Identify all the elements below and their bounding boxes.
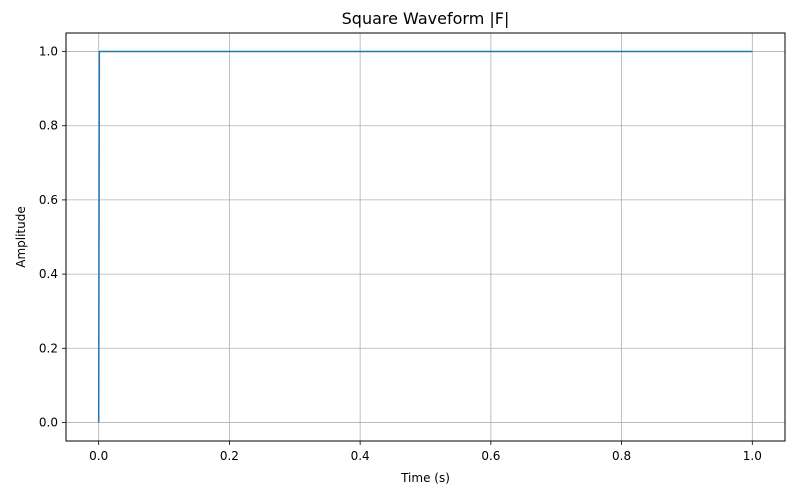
y-tick-label: 0.6 bbox=[39, 193, 58, 207]
axes-frame bbox=[65, 32, 786, 442]
y-tick-label: 0.8 bbox=[39, 119, 58, 133]
y-tick-label: 1.0 bbox=[39, 45, 58, 59]
x-tick-label: 0.0 bbox=[89, 449, 108, 463]
y-axis-label: Amplitude bbox=[14, 206, 28, 268]
y-axis: 0.0 0.2 0.4 0.6 0.8 1.0 bbox=[39, 45, 66, 429]
y-tick-label: 0.2 bbox=[39, 341, 58, 355]
x-axis: 0.0 0.2 0.4 0.6 0.8 1.0 bbox=[89, 441, 762, 463]
y-tick-label: 0.4 bbox=[39, 267, 58, 281]
x-tick-label: 0.6 bbox=[481, 449, 500, 463]
x-tick-label: 0.2 bbox=[220, 449, 239, 463]
x-tick-label: 0.4 bbox=[351, 449, 370, 463]
x-tick-label: 1.0 bbox=[743, 449, 762, 463]
waveform-line bbox=[97, 50, 753, 423]
x-axis-label: Time (s) bbox=[400, 471, 450, 485]
plot-area bbox=[97, 50, 753, 423]
chart-title: Square Waveform |F| bbox=[342, 9, 510, 28]
y-tick-label: 0.0 bbox=[39, 415, 58, 429]
x-tick-label: 0.8 bbox=[612, 449, 631, 463]
